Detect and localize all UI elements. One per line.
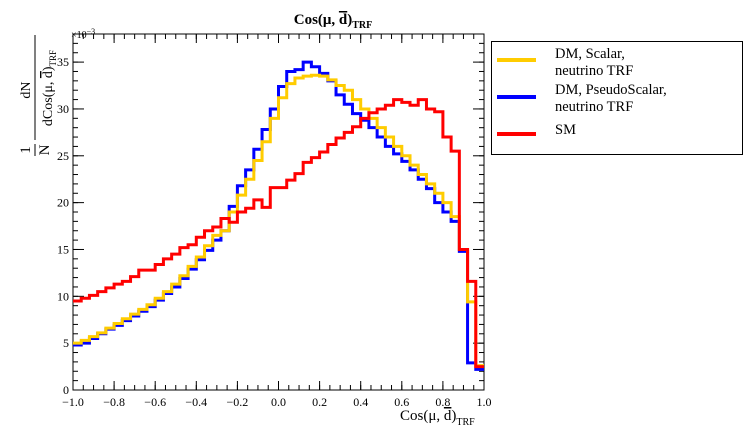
- x-axis-label: Cos(μ, d)TRF: [400, 408, 475, 428]
- legend-label-scalar-line1: DM, Scalar,: [555, 46, 625, 62]
- x-tick-label: −0.8: [103, 395, 125, 409]
- x-label-main: Cos(μ,: [400, 408, 444, 424]
- x-label-bar: d: [444, 408, 452, 424]
- x-tick-label: 1.0: [477, 395, 492, 409]
- series-layer: [73, 60, 484, 371]
- legend-swatch-pseudoscalar: [497, 95, 536, 99]
- y-tick-label: 5: [63, 336, 69, 350]
- y-label-n: N: [37, 144, 53, 155]
- x-tick-label: −0.2: [227, 395, 249, 409]
- x-tick-label: 0.8: [435, 395, 450, 409]
- x-tick-label: −1.0: [62, 395, 84, 409]
- legend-swatch-sm: [497, 132, 536, 136]
- y-tick-label: 25: [57, 149, 69, 163]
- axes: −1.0 −0.8 −0.6 −0.4 −0.2 0.0 0.2 0.4 0.6 0.8 1.0 0 5…: [57, 33, 492, 409]
- y-tick-label: 10: [57, 289, 69, 303]
- y-tick-label: 15: [57, 242, 69, 256]
- y-tick-label: 35: [57, 55, 69, 69]
- chart-title-sub: TRF: [352, 20, 372, 31]
- y-label-den-bar: d: [41, 71, 56, 78]
- series-line-sm: [73, 98, 484, 369]
- y-tick-label: 20: [57, 196, 69, 210]
- y-tick-label: 30: [57, 102, 69, 116]
- y-label-one: 1: [18, 146, 34, 154]
- y-axis-label: 1 N dN dCos(μ, d)TRF: [18, 35, 58, 156]
- y-label-den-sub: TRF: [48, 50, 58, 67]
- y-label-denominator: dCos(μ, d)TRF: [41, 50, 58, 126]
- x-label-close: ): [451, 408, 456, 424]
- legend-swatch-scalar: [497, 58, 536, 62]
- y-multiplier-base: ×10: [71, 30, 87, 41]
- x-tick-label: 0.2: [312, 395, 327, 409]
- y-tick-label: 0: [63, 383, 69, 397]
- chart-title-main: Cos(μ,: [294, 12, 339, 28]
- x-tick-label: 0.0: [271, 395, 286, 409]
- x-tick-label: 0.6: [394, 395, 409, 409]
- y-label-numerator: dN: [19, 81, 34, 98]
- legend-label-scalar-line2: neutrino TRF: [555, 63, 634, 79]
- series-line-scalar: [73, 73, 484, 368]
- x-tick-label: −0.4: [185, 395, 207, 409]
- x-tick-label: 0.4: [353, 395, 368, 409]
- legend-label-pseudoscalar-line1: DM, PseudoScalar,: [555, 82, 667, 98]
- legend-label-pseudoscalar-line2: neutrino TRF: [555, 99, 634, 115]
- chart-title-bar-letter: d: [339, 12, 348, 28]
- chart-title-close: ): [347, 12, 352, 28]
- legend: DM, Scalar, neutrino TRF DM, PseudoScala…: [491, 41, 743, 155]
- chart-title: Cos(μ, d)TRF: [294, 12, 373, 31]
- x-label-sub: TRF: [456, 417, 475, 428]
- y-multiplier: ×10−3: [71, 27, 95, 41]
- y-label-den-main: dCos(μ,: [41, 78, 56, 126]
- legend-label-sm: SM: [555, 122, 576, 138]
- y-multiplier-exp: −3: [87, 27, 96, 36]
- y-label-den-close: ): [41, 66, 56, 71]
- x-tick-label: −0.6: [144, 395, 166, 409]
